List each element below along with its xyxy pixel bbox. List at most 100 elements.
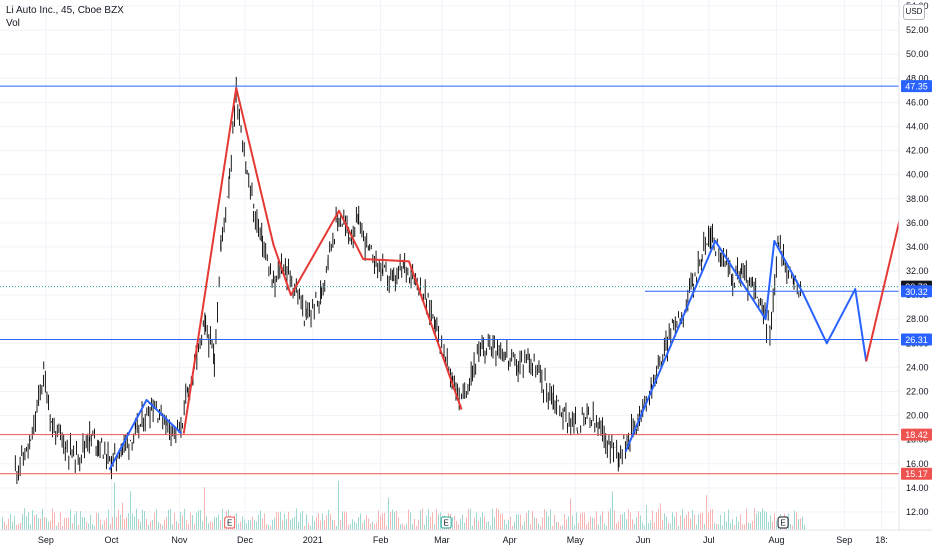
volume-bar [74,514,75,530]
volume-bar [256,521,257,530]
volume-bar [548,516,549,530]
volume-bar [496,508,497,530]
volume-bar [434,524,435,530]
volume-bar [20,522,21,530]
volume-bar [698,514,699,530]
volume-bar [734,525,735,530]
volume-bar [280,511,281,530]
x-tick-label: Sep [38,535,54,545]
volume-bar [60,512,61,530]
volume-bar [800,518,801,530]
y-tick-label: 28.00 [906,314,929,324]
volume-bar [474,517,475,530]
volume-bar [456,520,457,530]
x-tick-label: May [567,535,585,545]
x-tick-label: Jun [636,535,651,545]
earnings-marker[interactable]: E [777,516,789,529]
volume-bar [372,521,373,530]
volume-bar [722,525,723,530]
volume-bar [634,523,635,530]
volume-bar [148,524,149,530]
volume-bar [402,523,403,530]
volume-bar [600,515,601,530]
volume-bar [646,505,647,530]
volume-bar [568,516,569,530]
volume-label[interactable]: Vol [6,18,20,29]
volume-bar [98,513,99,530]
symbol-title[interactable]: Li Auto Inc., 45, Cboe BZX [6,5,124,16]
y-tick-label: 36.00 [906,218,929,228]
volume-bar [740,514,741,530]
volume-bar [164,519,165,530]
volume-bar [126,516,127,530]
level-tag-label: 26.31 [905,335,928,345]
volume-bar [174,512,175,530]
volume-bar [192,515,193,530]
volume-bar [264,513,265,530]
volume-bar [388,497,389,530]
volume-bar [44,517,45,530]
volume-bar [428,509,429,530]
volume-bar [580,513,581,530]
volume-bar [544,509,545,530]
volume-bar [516,514,517,530]
volume-bar [798,519,799,530]
volume-bar [346,512,347,530]
earnings-marker-label: E [780,519,785,528]
volume-bar [702,512,703,530]
volume-bar [462,514,463,530]
earnings-marker[interactable]: E [440,516,452,529]
blue-wave-late [624,239,868,453]
x-tick-label: Aug [769,535,785,545]
volume-bar [530,524,531,530]
x-tick-label: Nov [171,535,188,545]
volume-bar [22,513,23,530]
volume-bar [754,508,755,530]
volume-bar [154,512,155,530]
volume-bar [562,525,563,530]
y-tick-label: 20.00 [906,411,929,421]
volume-bar [368,518,369,530]
volume-bar [40,518,41,530]
volume-bar [352,519,353,530]
volume-bar [670,523,671,530]
volume-bar [48,521,49,530]
volume-bar [704,523,705,530]
volume-bar [66,517,67,530]
volume-bar [638,511,639,530]
volume-bar [318,513,319,530]
volume-bar [762,508,763,530]
volume-bar [34,515,35,530]
earnings-marker[interactable]: E [224,516,236,529]
volume-bar [724,512,725,530]
volume-bar [312,515,313,530]
volume-bar [58,522,59,530]
x-tick-label: Apr [503,535,517,545]
volume-bar [700,513,701,530]
volume-bar [16,525,17,530]
volume-bar [130,491,131,530]
volume-bar [716,524,717,530]
volume-bar [332,519,333,530]
volume-bar [738,521,739,530]
currency-button[interactable]: USD [903,4,925,20]
volume-bar [536,518,537,530]
volume-bar [102,524,103,530]
volume-bar [350,523,351,530]
y-tick-label: 14.00 [906,483,929,493]
x-tick-label: Oct [105,535,120,545]
volume-bar [616,523,617,530]
volume-bar [124,518,125,530]
volume-bar [804,524,805,530]
volume-bar [378,510,379,530]
volume-bar [386,525,387,530]
volume-bar [708,512,709,530]
volume-bar [776,520,777,530]
volume-bar [480,517,481,530]
y-tick-label: 46.00 [906,97,929,107]
volume-bar [190,512,191,530]
volume-bar [650,520,651,530]
volume-bar [80,511,81,530]
volume-bar [538,523,539,530]
